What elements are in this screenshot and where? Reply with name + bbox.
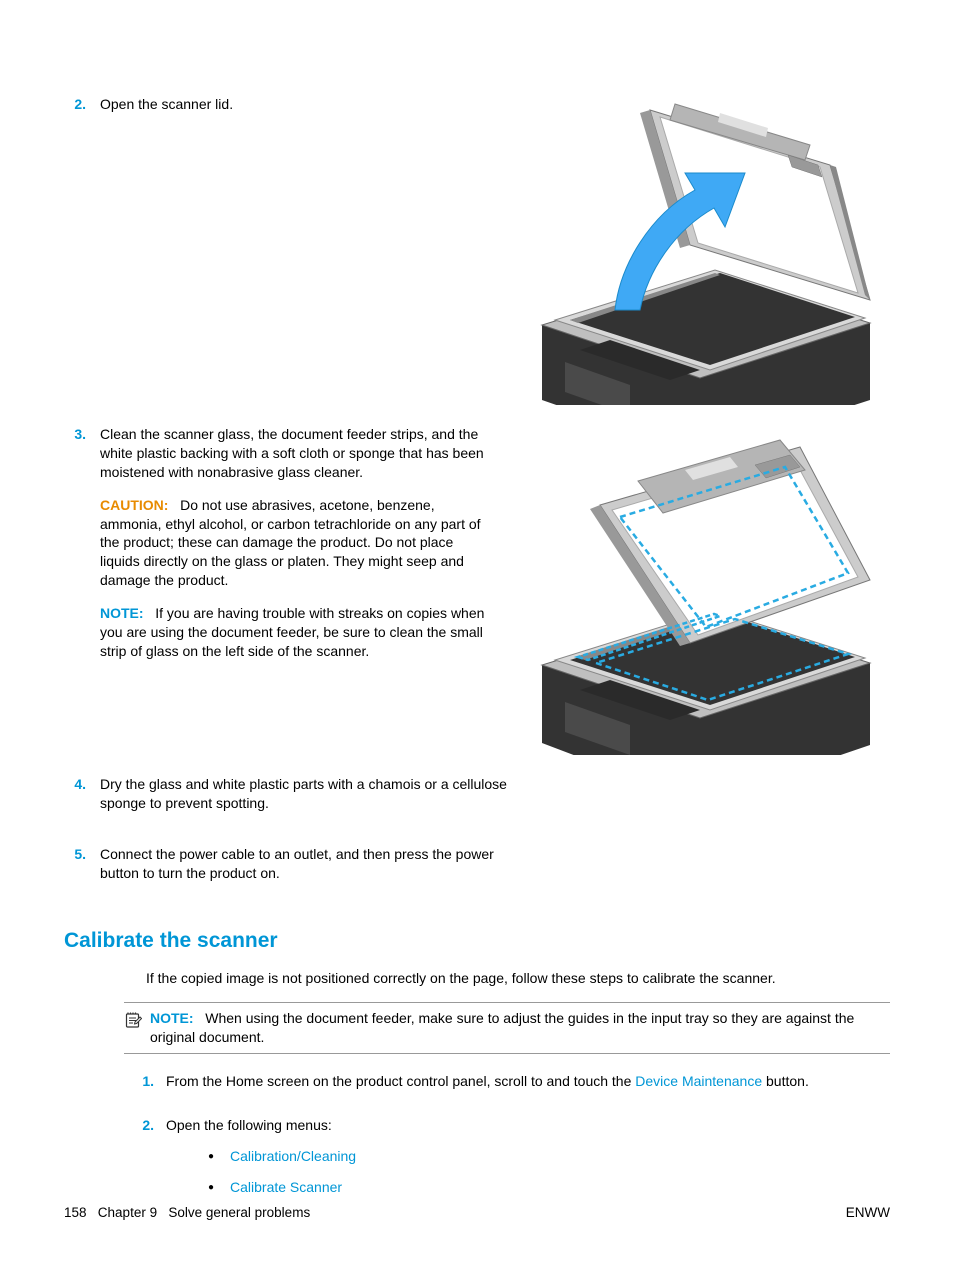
step-text: Open the following menus: (166, 1116, 890, 1135)
step-text: Open the scanner lid. (100, 95, 494, 114)
step-number: 1. (136, 1072, 166, 1103)
step-3-row: 3. Clean the scanner glass, the document… (64, 425, 890, 775)
chapter-title: Solve general problems (168, 1205, 310, 1220)
caution-paragraph: CAUTION: Do not use abrasives, acetone, … (100, 496, 494, 590)
step-number: 5. (64, 845, 100, 895)
step-2: 2. Open the scanner lid. (64, 95, 494, 126)
step-number: 4. (64, 775, 100, 825)
calibrate-step-2: 2. Open the following menus: ● Calibrati… (136, 1116, 890, 1209)
menu-link: Calibration/Cleaning (230, 1147, 356, 1166)
caution-label: CAUTION: (100, 497, 168, 513)
note-block: NOTE: When using the document feeder, ma… (124, 1002, 890, 1054)
step-text: From the Home screen on the product cont… (166, 1072, 890, 1091)
device-maintenance-link: Device Maintenance (635, 1073, 762, 1089)
calibrate-step-1: 1. From the Home screen on the product c… (136, 1072, 890, 1103)
step-5: 5. Connect the power cable to an outlet,… (64, 845, 524, 895)
step-number: 3. (64, 425, 100, 675)
menu-bullet-list: ● Calibration/Cleaning ● Calibrate Scann… (208, 1147, 890, 1197)
intro-text: If the copied image is not positioned co… (146, 969, 890, 988)
chapter-prefix: Chapter 9 (98, 1205, 157, 1220)
scanner-clean-illustration (520, 425, 890, 755)
scanner-lid-open-illustration (520, 95, 890, 405)
bullet-item: ● Calibration/Cleaning (208, 1147, 890, 1166)
note-text: NOTE: When using the document feeder, ma… (150, 1009, 890, 1047)
footer-left: 158 Chapter 9 Solve general problems (64, 1204, 310, 1222)
document-page: 2. Open the scanner lid. (0, 0, 954, 1270)
remaining-steps: 4. Dry the glass and white plastic parts… (64, 775, 524, 895)
step-text: Dry the glass and white plastic parts wi… (100, 775, 524, 813)
footer-right: ENWW (846, 1204, 890, 1222)
step-text: Connect the power cable to an outlet, an… (100, 845, 524, 883)
bullet-dot-icon: ● (208, 1178, 230, 1197)
section-heading: Calibrate the scanner (64, 927, 890, 955)
menu-link: Calibrate Scanner (230, 1178, 342, 1197)
bullet-item: ● Calibrate Scanner (208, 1178, 890, 1197)
step-number: 2. (64, 95, 100, 126)
bullet-dot-icon: ● (208, 1147, 230, 1166)
step-2-row: 2. Open the scanner lid. (64, 95, 890, 425)
page-number: 158 (64, 1205, 87, 1220)
note-paragraph: NOTE: If you are having trouble with str… (100, 604, 494, 661)
note-label: NOTE: (100, 605, 144, 621)
step-number: 2. (136, 1116, 166, 1209)
note-icon (124, 1009, 146, 1047)
note-label: NOTE: (150, 1010, 194, 1026)
step-3: 3. Clean the scanner glass, the document… (64, 425, 494, 675)
page-footer: 158 Chapter 9 Solve general problems ENW… (64, 1204, 890, 1222)
step-text: Clean the scanner glass, the document fe… (100, 425, 494, 482)
note-text: If you are having trouble with streaks o… (100, 605, 484, 659)
step-4: 4. Dry the glass and white plastic parts… (64, 775, 524, 825)
